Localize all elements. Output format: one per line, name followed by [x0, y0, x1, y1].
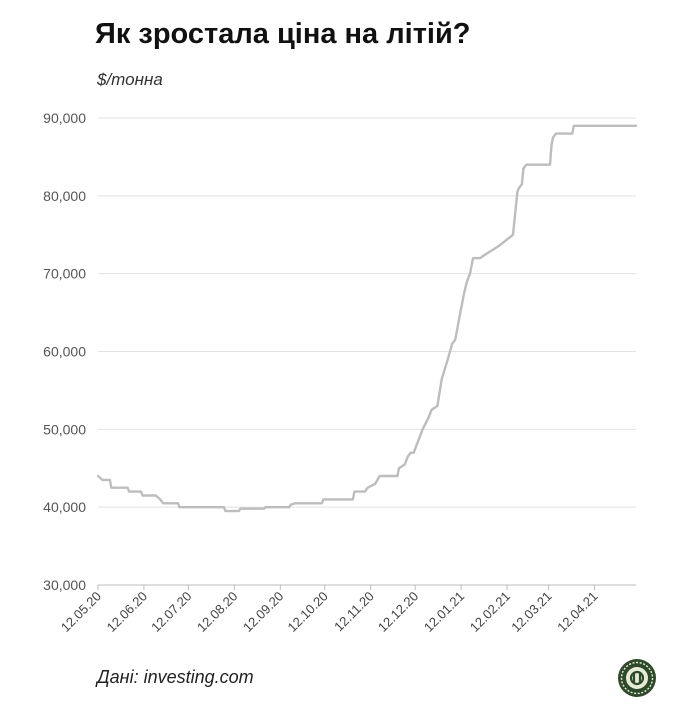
x-tick-label: 12.08.20	[194, 589, 240, 635]
y-tick-label: 50,000	[43, 421, 86, 437]
y-tick-label: 70,000	[43, 266, 86, 282]
price-series-line	[96, 124, 638, 513]
y-tick-label: 30,000	[43, 577, 86, 593]
grid-lines	[98, 117, 636, 586]
y-axis-unit-label: $/тонна	[97, 70, 163, 89]
x-tick-label: 12.02.21	[467, 589, 513, 635]
y-tick-label: 80,000	[43, 188, 86, 204]
x-tick-label: 12.11.20	[331, 589, 377, 635]
x-tick-label: 12.12.20	[375, 589, 421, 635]
x-tick-label: 12.06.20	[104, 589, 150, 635]
x-tick-label: 12.05.20	[58, 589, 104, 635]
publisher-logo-icon	[618, 659, 656, 697]
data-source-note: Дані: investing.com	[97, 667, 254, 687]
chart-title: Як зростала ціна на літій?	[95, 18, 471, 50]
x-tick-label: 12.07.20	[148, 589, 194, 635]
x-tick-label: 12.09.20	[240, 589, 286, 635]
y-tick-label: 60,000	[43, 344, 86, 360]
y-axis-ticks: 30,000 40,000 50,000 60,000 70,000 80,000 90,0…	[43, 110, 86, 593]
x-tick-label: 12.04.21	[554, 589, 600, 635]
x-tick-label: 12.01.21	[421, 589, 467, 635]
x-tick-label: 12.03.21	[508, 589, 554, 635]
y-tick-label: 90,000	[43, 110, 86, 126]
y-tick-label: 40,000	[43, 499, 86, 515]
x-tick-label: 12.10.20	[284, 589, 330, 635]
